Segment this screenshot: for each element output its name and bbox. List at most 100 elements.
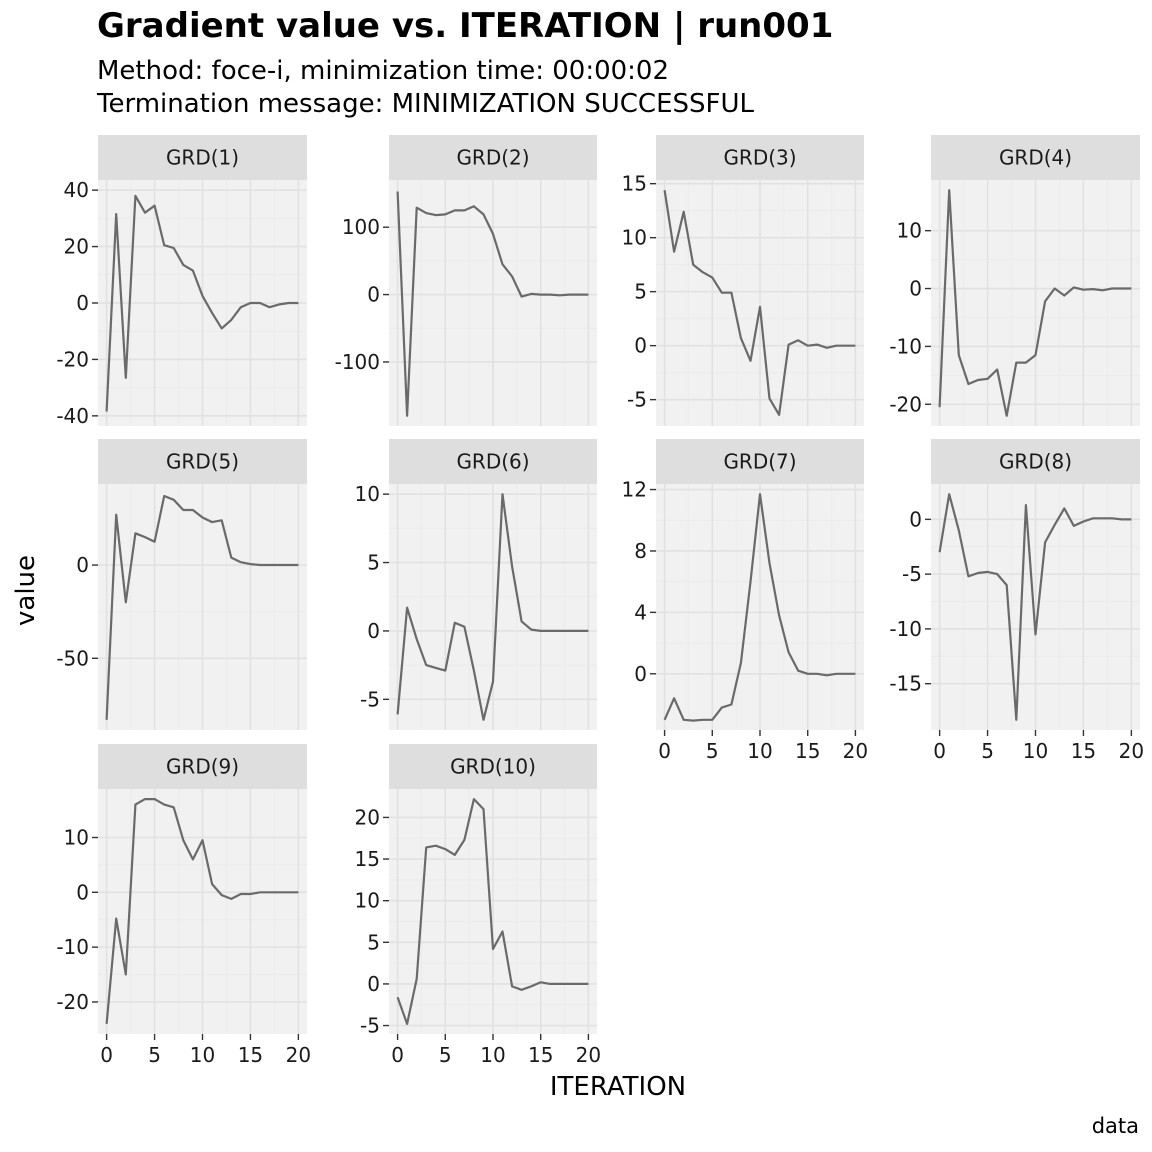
facet-strip-label: GRD(8): [999, 450, 1072, 474]
y-tick-label: 15: [622, 172, 647, 196]
y-tick-label: 8: [634, 539, 647, 563]
series-line: [663, 493, 856, 722]
x-tick-label: 10: [190, 1043, 215, 1067]
y-tick-label: 0: [909, 277, 922, 301]
x-tick-label: 5: [148, 1043, 161, 1067]
chart-title: Gradient value vs. ITERATION | run001: [97, 6, 834, 46]
y-tick-label: -5: [360, 1014, 380, 1038]
facet-strip-label: GRD(1): [166, 146, 239, 170]
y-tick-label: 0: [909, 507, 922, 531]
facet-strip-label: GRD(10): [450, 755, 536, 779]
facet-panel: GRD(3) -5 0 5 10 15: [622, 135, 864, 426]
facet-strip-label: GRD(2): [456, 146, 529, 170]
facet-strip: [389, 439, 597, 484]
y-tick-label: 12: [622, 478, 647, 502]
facet-panel: GRD(8) -15 -10 -5 0 0 5 10 15 20: [889, 439, 1144, 763]
x-tick-label: 5: [981, 739, 994, 763]
x-tick-label: 0: [658, 739, 671, 763]
x-tick-label: 20: [576, 1043, 601, 1067]
y-tick-label: 0: [367, 283, 380, 307]
facet-strip: [389, 744, 597, 789]
y-tick-label: -5: [902, 562, 922, 586]
facet-panel: GRD(5) -50 0: [56, 439, 307, 730]
chart-subtitle-termination: Termination message: MINIMIZATION SUCCES…: [97, 89, 754, 119]
y-tick-label: 0: [367, 619, 380, 643]
y-tick-label: -100: [335, 350, 380, 374]
facet-panel: GRD(4) -20 -10 0 10: [889, 135, 1140, 426]
series-line: [105, 797, 299, 1024]
x-tick-label: 0: [933, 739, 946, 763]
facet-strip-label: GRD(6): [456, 450, 529, 474]
x-tick-label: 15: [528, 1043, 553, 1067]
series-line: [663, 190, 856, 416]
series-line: [396, 191, 589, 417]
y-tick-label: -40: [56, 404, 89, 428]
x-tick-label: 15: [238, 1043, 263, 1067]
y-tick-label: -5: [627, 388, 647, 412]
x-tick-label: 0: [391, 1043, 404, 1067]
y-tick-label: -50: [56, 646, 89, 670]
x-tick-label: 5: [439, 1043, 452, 1067]
facet-panel: GRD(9) -20 -10 0 10 0 5 10 15 20: [56, 744, 311, 1067]
x-tick-label: 10: [480, 1043, 505, 1067]
y-tick-label: 0: [76, 553, 89, 577]
y-tick-label: -5: [360, 687, 380, 711]
y-tick-label: -20: [56, 347, 89, 371]
facet-panel: GRD(10) -5 0 5 10 15 20 0 5 10 15 20: [355, 744, 601, 1067]
y-tick-label: 20: [64, 235, 89, 259]
y-tick-label: -10: [889, 617, 922, 641]
series-line: [396, 493, 589, 721]
y-tick-label: 10: [355, 889, 380, 913]
y-tick-label: 0: [76, 880, 89, 904]
x-tick-label: 20: [286, 1043, 311, 1067]
y-tick-label: 0: [634, 334, 647, 358]
facet-strip: [931, 135, 1140, 180]
x-tick-label: 10: [747, 739, 772, 763]
y-tick-label: 15: [355, 847, 380, 871]
y-tick-label: 40: [64, 178, 89, 202]
y-tick-label: 100: [342, 215, 380, 239]
facet-strip-label: GRD(3): [723, 146, 796, 170]
y-tick-label: -20: [56, 990, 89, 1014]
y-tick-label: -10: [889, 334, 922, 358]
facet-strip-label: GRD(7): [723, 450, 796, 474]
y-tick-label: 0: [367, 972, 380, 996]
x-tick-label: 10: [1023, 739, 1048, 763]
x-tick-label: 5: [706, 739, 719, 763]
y-tick-label: -10: [56, 935, 89, 959]
y-tick-label: 5: [634, 280, 647, 304]
y-tick-label: -15: [889, 672, 922, 696]
x-tick-label: 0: [100, 1043, 113, 1067]
x-tick-label: 15: [795, 739, 820, 763]
y-tick-label: 4: [634, 600, 647, 624]
facet-strip: [98, 135, 307, 180]
x-tick-label: 20: [1119, 739, 1144, 763]
chart-caption: data: [1091, 1114, 1139, 1138]
facet-strip: [98, 439, 307, 484]
y-tick-label: 10: [622, 226, 647, 250]
series-line: [938, 189, 1132, 417]
series-line: [105, 494, 299, 720]
y-tick-label: 10: [897, 219, 922, 243]
x-tick-label: 15: [1071, 739, 1096, 763]
y-tick-label: 10: [64, 825, 89, 849]
facet-panel: GRD(7) 0 4 8 12 0 5 10 15 20: [622, 439, 868, 763]
x-tick-label: 20: [843, 739, 868, 763]
facet-strip-label: GRD(4): [999, 146, 1072, 170]
y-axis-label: value: [11, 554, 41, 626]
facet-strip-label: GRD(9): [166, 755, 239, 779]
y-tick-label: 5: [367, 551, 380, 575]
facet-panel: GRD(1) -40 -20 0 20 40: [56, 135, 307, 428]
facet-panel: GRD(6) -5 0 5 10: [355, 439, 597, 730]
series-line: [396, 797, 589, 1026]
series-line: [105, 194, 299, 412]
facet-strip: [98, 744, 307, 789]
facet-strip: [931, 439, 1140, 484]
y-tick-label: 10: [355, 482, 380, 506]
y-tick-label: 0: [76, 291, 89, 315]
facet-panel: GRD(2) -100 0 100: [335, 135, 597, 426]
y-tick-label: 20: [355, 805, 380, 829]
series-line: [938, 493, 1132, 721]
facet-strip: [656, 135, 864, 180]
